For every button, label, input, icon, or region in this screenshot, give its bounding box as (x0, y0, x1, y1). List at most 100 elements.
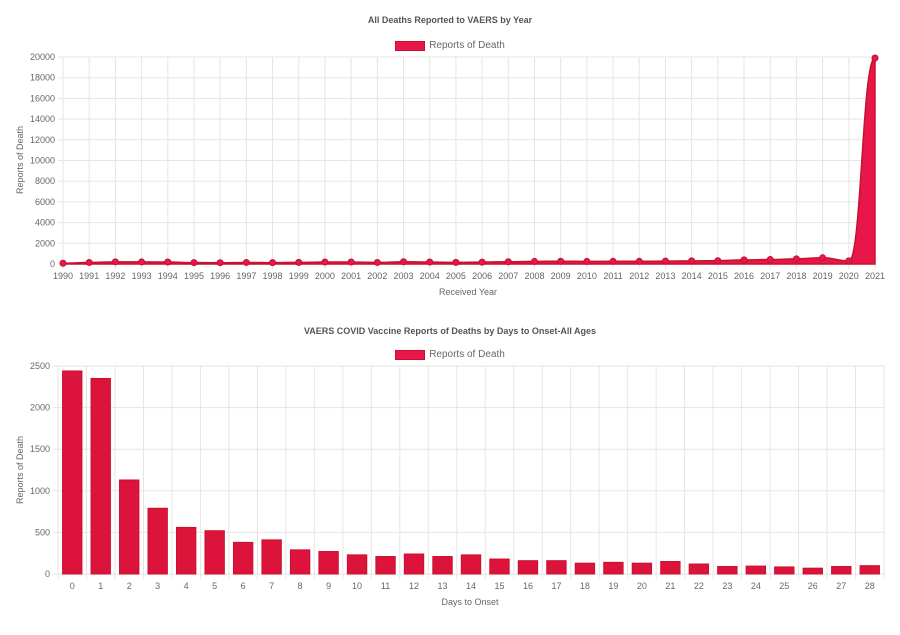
legend[interactable]: Reports of Death (0, 40, 900, 51)
bar (90, 377, 111, 575)
x-tick-label: 2018 (786, 271, 806, 281)
data-point (190, 259, 198, 267)
bar (517, 560, 539, 575)
x-tick-label: 2001 (341, 271, 361, 281)
area-chart-plot: 0 2000 4000 6000 8000 10000 12000 14000 16000 180… (15, 52, 885, 297)
x-tick-label: 15 (494, 581, 504, 591)
x-tick-label: 2015 (708, 271, 728, 281)
x-tick-label: 17 (551, 581, 561, 591)
x-tick-label: 2016 (734, 271, 754, 281)
data-point (661, 257, 669, 265)
y-tick-label: 20000 (30, 52, 55, 62)
x-tick-label: 9 (326, 581, 331, 591)
legend[interactable]: Reports of Death (0, 349, 900, 360)
x-tick-label: 3 (155, 581, 160, 591)
x-tick-label: 1990 (53, 271, 73, 281)
y-tick-label: 0 (45, 569, 50, 579)
bar (289, 549, 311, 575)
bar (375, 556, 396, 575)
x-tick-label: 20 (637, 581, 647, 591)
chart-title: All Deaths Reported to VAERS by Year (367, 15, 533, 25)
yearly-deaths-chart: All Deaths Reported to VAERS by Year Rep… (0, 0, 900, 305)
x-tick-label: 2007 (498, 271, 518, 281)
x-tick-label: 1999 (289, 271, 309, 281)
x-tick-label: 2011 (603, 271, 622, 281)
bar (631, 562, 653, 575)
x-tick-label: 2002 (367, 271, 387, 281)
y-axis-label: Reports of Death (15, 436, 25, 504)
y-tick-label: 18000 (30, 73, 55, 83)
bar (745, 565, 767, 575)
bar (346, 554, 368, 575)
data-point (583, 257, 591, 265)
bar (802, 567, 823, 575)
x-tick-label: 7 (269, 581, 274, 591)
bar (774, 566, 795, 575)
x-tick-label: 1992 (105, 271, 125, 281)
data-point (766, 256, 774, 264)
x-tick-label: 2012 (629, 271, 649, 281)
chart-title: VAERS COVID Vaccine Reports of Deaths by… (303, 326, 597, 336)
bar (204, 530, 225, 575)
data-point (871, 54, 879, 62)
x-tick-label: 10 (352, 581, 362, 591)
days-to-onset-chart: VAERS COVID Vaccine Reports of Deaths by… (0, 318, 900, 635)
y-tick-label: 1000 (30, 486, 50, 496)
x-tick-label: 2005 (446, 271, 466, 281)
data-point (85, 258, 93, 266)
x-tick-label: 13 (438, 581, 448, 591)
bar (460, 554, 482, 575)
y-tick-label: 6000 (35, 197, 55, 207)
x-tick-label: 1991 (79, 271, 99, 281)
data-point (242, 258, 250, 266)
bar (688, 563, 710, 575)
x-tick-label: 2 (127, 581, 132, 591)
bar (432, 556, 453, 575)
y-tick-label: 8000 (35, 176, 55, 186)
data-point (845, 257, 853, 265)
x-tick-label: 2003 (394, 271, 414, 281)
x-tick-label: 2009 (551, 271, 571, 281)
y-tick-label: 2000 (35, 238, 55, 248)
data-point (373, 258, 381, 266)
x-tick-label: 12 (409, 581, 419, 591)
data-point (609, 257, 617, 265)
x-tick-label: 25 (779, 581, 789, 591)
x-tick-label: 2010 (577, 271, 597, 281)
data-point (426, 258, 434, 266)
x-tick-label: 6 (241, 581, 246, 591)
data-point (478, 258, 486, 266)
legend-label: Reports of Death (429, 40, 505, 51)
x-tick-label: 2008 (524, 271, 544, 281)
x-tick-label: 16 (523, 581, 533, 591)
x-tick-label: 21 (665, 581, 675, 591)
data-point (216, 259, 224, 267)
y-axis-label: Reports of Death (15, 126, 25, 194)
x-tick-label: 2013 (655, 271, 675, 281)
bar (574, 562, 596, 575)
x-axis-label: Received Year (439, 287, 497, 297)
x-tick-label: 4 (184, 581, 189, 591)
x-tick-label: 2014 (682, 271, 702, 281)
y-tick-label: 2500 (30, 361, 50, 371)
data-point (530, 257, 538, 265)
x-tick-label: 11 (381, 581, 390, 591)
x-tick-label: 2021 (865, 271, 885, 281)
y-tick-label: 4000 (35, 218, 55, 228)
data-point (295, 258, 303, 266)
x-axis-label: Days to Onset (441, 597, 499, 607)
x-tick-label: 5 (212, 581, 217, 591)
data-point (740, 256, 748, 264)
x-tick-label: 19 (608, 581, 618, 591)
data-point (59, 259, 67, 267)
bar (119, 479, 140, 575)
bar (660, 561, 681, 575)
bar (261, 539, 282, 575)
data-point (504, 258, 512, 266)
y-tick-label: 1500 (30, 444, 50, 454)
legend-swatch (395, 349, 426, 360)
y-tick-label: 14000 (30, 114, 55, 124)
x-tick-label: 18 (580, 581, 590, 591)
data-point (164, 258, 172, 266)
x-tick-label: 2017 (760, 271, 780, 281)
